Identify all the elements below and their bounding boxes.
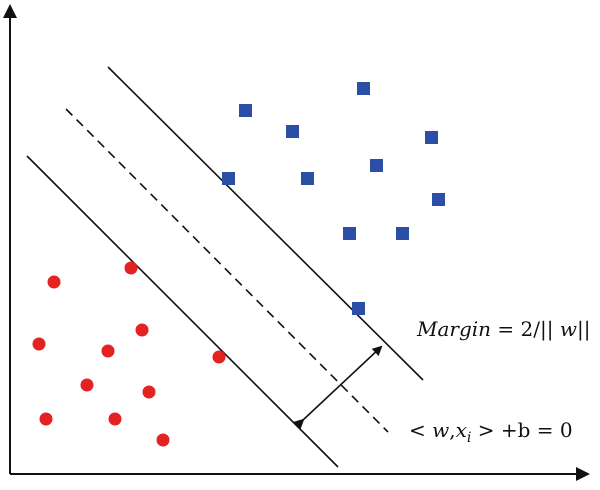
positive-point — [432, 193, 445, 206]
margin-end: || — [576, 317, 591, 341]
margin-formula-label: Margin = 2/|| w|| — [417, 317, 590, 341]
hyperplane-open: < — [409, 418, 433, 442]
margin-word: Margin — [417, 317, 492, 341]
negative-point — [124, 261, 138, 275]
margin-arrow — [293, 345, 383, 430]
hyperplane-comma: , — [449, 418, 456, 442]
positive-point — [239, 104, 252, 117]
upper-margin-line — [107, 66, 424, 381]
negative-point — [47, 275, 61, 289]
negative-point — [212, 350, 226, 364]
negative-point — [32, 337, 46, 351]
margin-w: w — [559, 317, 577, 341]
negative-point — [108, 412, 122, 426]
positive-point — [301, 172, 314, 185]
positive-point — [370, 159, 383, 172]
positive-point — [352, 302, 365, 315]
positive-point — [396, 227, 409, 240]
negative-point — [142, 385, 156, 399]
hyperplane-sub: i — [466, 430, 472, 446]
positive-class-points — [222, 82, 445, 315]
hyperplane-end: > +b = 0 — [471, 418, 573, 442]
positive-point — [343, 227, 356, 240]
positive-point — [357, 82, 370, 95]
decision-boundary-dashed — [65, 108, 389, 433]
negative-point — [101, 344, 115, 358]
hyperplane-w: w — [432, 418, 450, 442]
negative-point — [80, 378, 94, 392]
hyperplane-x: x — [455, 418, 467, 442]
negative-point — [39, 412, 53, 426]
negative-point — [156, 433, 170, 447]
positive-point — [286, 125, 299, 138]
positive-point — [425, 131, 438, 144]
margin-eq: = 2/|| — [491, 317, 560, 341]
negative-class-points — [32, 261, 226, 447]
positive-point — [222, 172, 235, 185]
negative-point — [135, 323, 149, 337]
hyperplane-equation-label: < w,xi > +b = 0 — [409, 418, 573, 446]
lower-margin-line — [26, 155, 339, 468]
